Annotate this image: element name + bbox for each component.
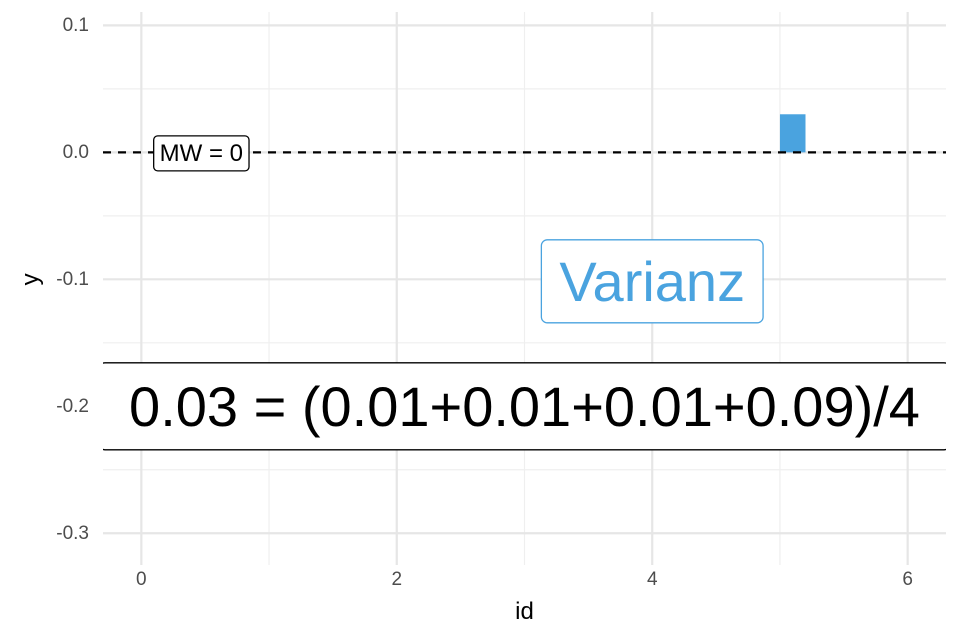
variance-label: Varianz [540, 239, 764, 324]
variance-label-text: Varianz [559, 250, 745, 313]
x-tick-label: 2 [391, 569, 402, 590]
mean-label-text: MW = 0 [160, 140, 243, 167]
bar [779, 114, 806, 153]
bars [779, 114, 806, 153]
y-tick-label: -0.1 [56, 269, 89, 290]
formula-label-text: 0.03 = (0.01+0.01+0.01+0.09)/4 [129, 375, 920, 438]
y-tick-label: -0.2 [56, 396, 89, 417]
formula-label-box [103, 362, 946, 451]
y-axis-title: y [17, 273, 44, 285]
y-tick-label: -0.3 [56, 523, 89, 544]
x-tick-label: 4 [647, 569, 658, 590]
formula-label: 0.03 = (0.01+0.01+0.01+0.09)/4 [103, 362, 946, 451]
y-axis-tick-labels: 0.1 0.0 -0.1 -0.2 -0.3 [56, 15, 89, 544]
variance-label-box [540, 239, 764, 324]
mean-label: MW = 0 [153, 135, 250, 172]
minor-gridlines [103, 12, 946, 565]
x-axis-tick-labels: 0 2 4 6 [136, 569, 913, 590]
x-axis-title: id [515, 598, 534, 625]
mean-label-box [153, 135, 250, 172]
x-tick-label: 6 [902, 569, 913, 590]
y-tick-label: 0.1 [63, 15, 89, 36]
x-tick-label: 0 [136, 569, 147, 590]
y-tick-label: 0.0 [63, 142, 89, 163]
